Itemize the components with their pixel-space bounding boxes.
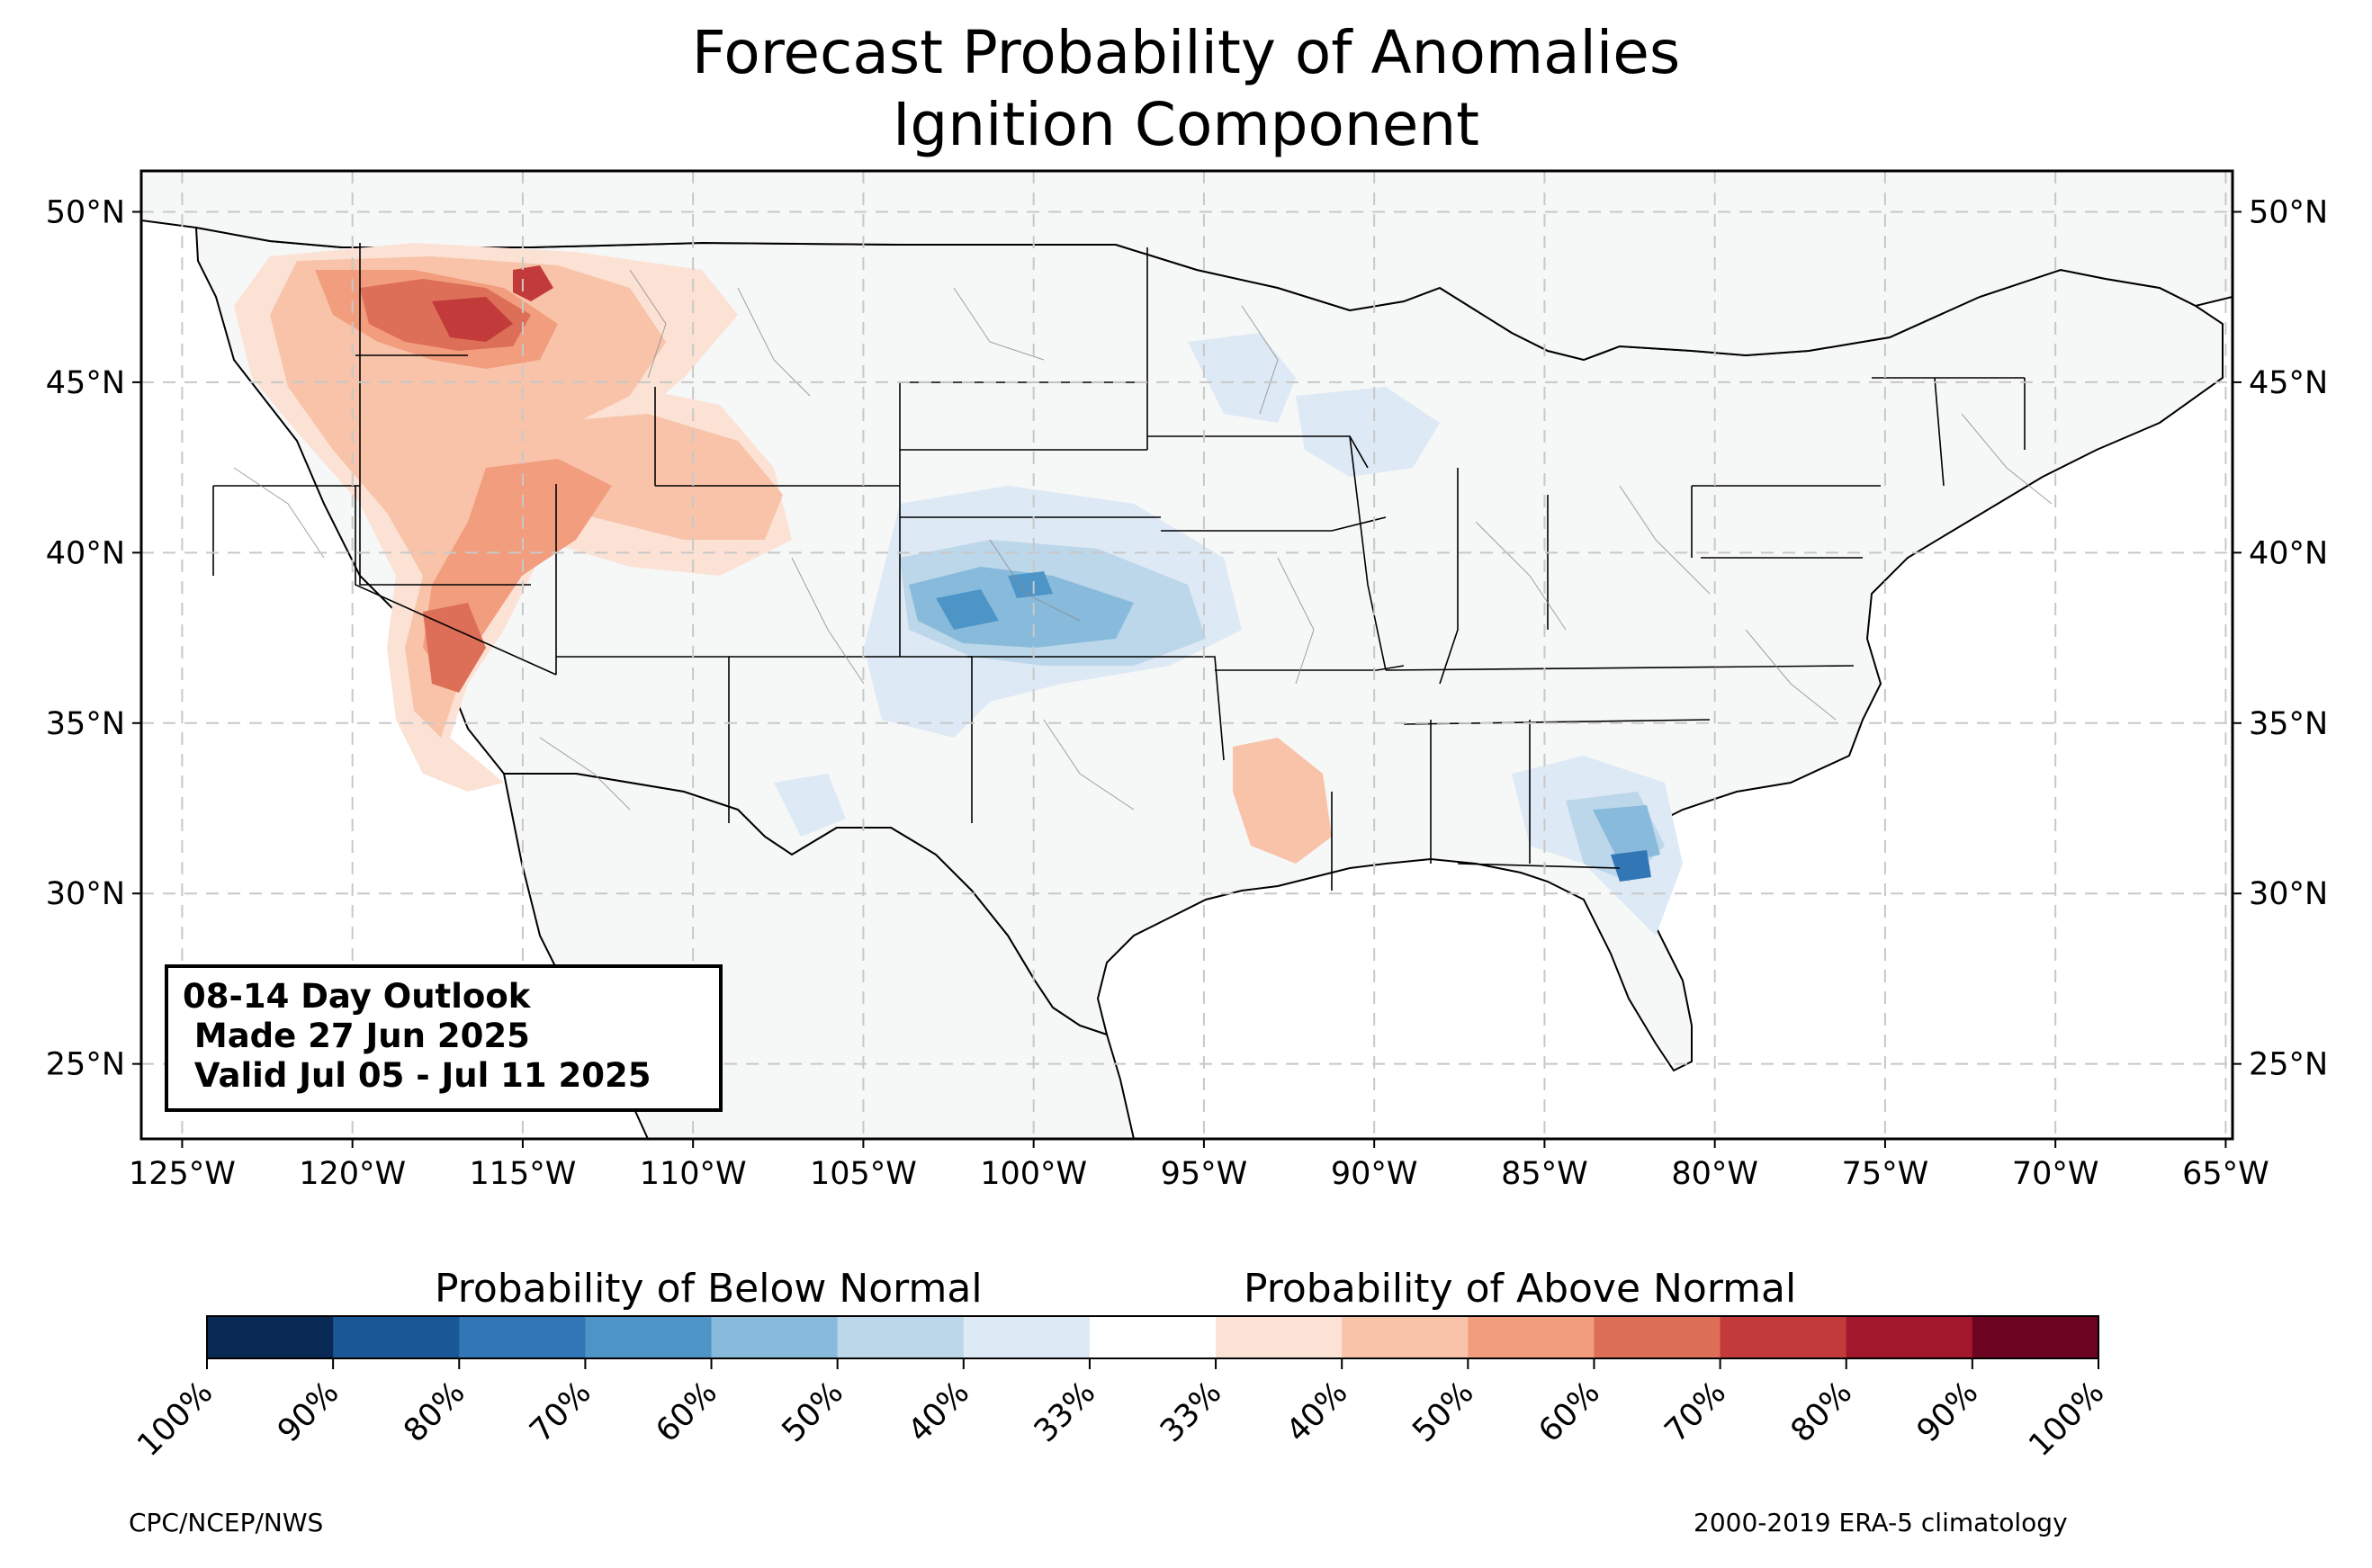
outlook-info-box: 08-14 Day Outlook Made 27 Jun 2025 Valid… — [165, 964, 723, 1112]
colorbar-below-label: Probability of Below Normal — [435, 1266, 983, 1312]
state-boundaries — [212, 243, 2026, 891]
lat-tick-label-right: 50°N — [2249, 194, 2328, 230]
colorbar-segment — [1342, 1316, 1469, 1358]
gridlines — [141, 171, 2233, 1139]
colorbar-segment — [1089, 1316, 1217, 1358]
colorbar-tick-label: 60% — [1532, 1375, 1607, 1449]
lon-tick-label: 70°W — [2012, 1156, 2099, 1192]
colorbar-segment — [963, 1316, 1091, 1358]
colorbar-tick-label: 100% — [2022, 1375, 2111, 1464]
colorbar-tick-label: 90% — [1910, 1375, 1985, 1449]
colorbar-tick-label: 40% — [1280, 1375, 1354, 1449]
lat-tick-label-right: 25°N — [2249, 1047, 2328, 1083]
colorbar-segment — [459, 1316, 586, 1358]
colorbar-tick-label: 90% — [271, 1375, 346, 1449]
colorbar-segment — [1720, 1316, 1847, 1358]
lat-tick-label-left: 30°N — [46, 876, 125, 912]
footer-source: CPC/NCEP/NWS — [129, 1508, 324, 1537]
longitude-axis: 125°W 120°W 115°W 110°W 105°W 100°W 95°W 90°W 85… — [129, 1139, 2269, 1192]
lon-tick-label: 90°W — [1331, 1156, 1418, 1192]
colorbar-tick-label: 70% — [523, 1375, 597, 1449]
colorbar-tick-label: 60% — [650, 1375, 724, 1449]
lon-tick-label: 95°W — [1161, 1156, 1248, 1192]
colorbar-segment — [585, 1316, 713, 1358]
colorbar-above-label: Probability of Above Normal — [1244, 1266, 1797, 1312]
colorbar-tick-label: 80% — [1784, 1375, 1859, 1449]
colorbar-segment — [1846, 1316, 1973, 1358]
latitude-axis: 50°N 50°N 45°N 45°N 40°N 40°N 35°N 35°N 30°N 30°N… — [46, 194, 2328, 1082]
lon-tick-label: 85°W — [1501, 1156, 1588, 1192]
map-frame — [139, 169, 2234, 1141]
colorbar-tick-label: 40% — [902, 1375, 976, 1449]
colorbar-segment — [711, 1316, 839, 1358]
colorbar-tick-label: 50% — [1406, 1375, 1480, 1449]
lat-tick-label-left: 40°N — [46, 535, 125, 571]
lon-tick-label: 115°W — [469, 1156, 576, 1192]
lon-tick-label: 65°W — [2182, 1156, 2269, 1192]
lat-tick-label-right: 30°N — [2249, 876, 2328, 912]
below-normal-anomalies — [774, 333, 1683, 936]
lat-tick-label-right: 45°N — [2249, 365, 2328, 401]
lon-tick-label: 105°W — [810, 1156, 917, 1192]
colorbar-frame — [206, 1315, 2099, 1359]
outlook-period: 08-14 Day Outlook — [183, 977, 531, 1016]
outlook-made-date: Made 27 Jun 2025 — [183, 1017, 530, 1055]
lat-tick-label-left: 45°N — [46, 365, 125, 401]
county-lines — [233, 269, 2053, 811]
lat-tick-label-right: 35°N — [2249, 706, 2328, 742]
map-title-line-2: Ignition Component — [892, 90, 1480, 159]
colorbar-segment — [207, 1316, 334, 1358]
colorbar-segment — [837, 1316, 965, 1358]
colorbar-tick-label: 70% — [1658, 1375, 1733, 1449]
outlook-valid-range: Valid Jul 05 - Jul 11 2025 — [183, 1056, 651, 1095]
lon-tick-label: 75°W — [1842, 1156, 1929, 1192]
lon-tick-label: 80°W — [1671, 1156, 1758, 1192]
lat-tick-label-left: 35°N — [46, 706, 125, 742]
colorbar-segment — [1468, 1316, 1595, 1358]
colorbar: 100% 90% 80% 70% 60% 50% 40% 33% 33% 40% 50% 60% 70%… — [130, 1315, 2111, 1464]
colorbar-tick-label: 33% — [1154, 1375, 1228, 1449]
map-title-line-1: Forecast Probability of Anomalies — [691, 18, 1681, 87]
colorbar-tick-label: 50% — [776, 1375, 850, 1449]
canada-landmass — [141, 171, 2233, 362]
lat-tick-label-right: 40°N — [2249, 535, 2328, 571]
lon-tick-label: 120°W — [299, 1156, 406, 1192]
footer-climatology: 2000-2019 ERA-5 climatology — [1694, 1508, 2068, 1537]
lon-tick-label: 110°W — [640, 1156, 747, 1192]
colorbar-tick-label: 80% — [397, 1375, 472, 1449]
lon-tick-label: 100°W — [980, 1156, 1087, 1192]
colorbar-segment — [333, 1316, 460, 1358]
colorbar-segment — [1594, 1316, 1721, 1358]
lat-tick-label-left: 25°N — [46, 1047, 125, 1083]
lat-tick-label-left: 50°N — [46, 194, 125, 230]
colorbar-segment — [1972, 1316, 2099, 1358]
colorbar-tick-label: 33% — [1028, 1375, 1102, 1449]
colorbar-segment — [1216, 1316, 1343, 1358]
colorbar-tick-label: 100% — [130, 1375, 220, 1464]
lon-tick-label: 125°W — [129, 1156, 236, 1192]
